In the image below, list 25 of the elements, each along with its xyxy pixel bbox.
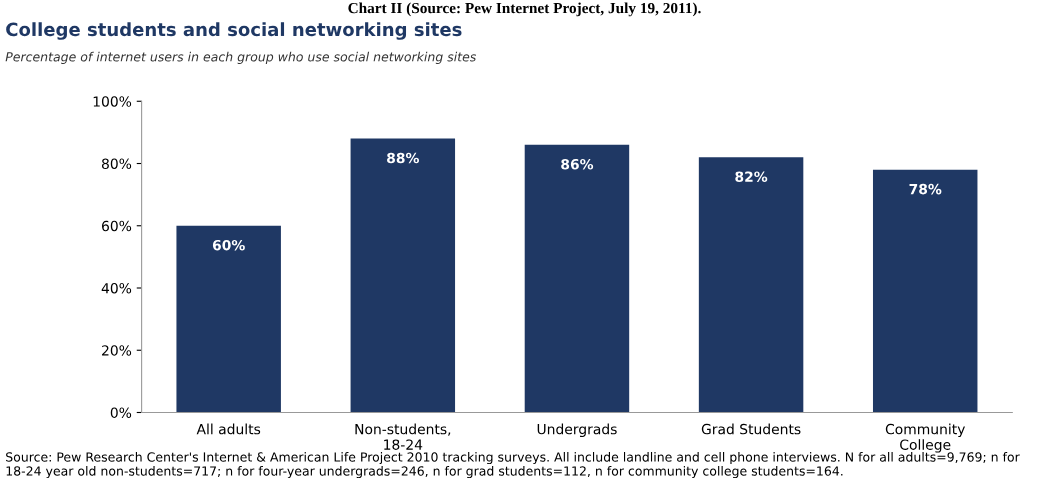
x-tick-label: Grad Students [701,423,801,435]
bar [698,157,804,413]
x-tick-label: Non-students, 18-24 [355,423,451,450]
data-label: 82% [735,171,768,182]
y-tick-label: 60% [101,220,132,232]
x-tick-label: Undergrads [537,423,617,438]
y-tick-label: 80% [101,158,132,169]
y-tick-label: 100% [93,96,132,107]
bar [176,225,281,413]
data-label: 86% [561,158,594,170]
bar [350,138,456,413]
chart-subtitle: Percentage of internet users in each group who use social networking sites [5,51,477,64]
data-label: 88% [387,152,419,164]
x-tick-label: All adults [196,423,261,435]
bar [872,169,978,413]
y-tick-label: 40% [101,282,132,294]
chart-title: College students and social networking sites [6,22,462,40]
x-tick-label: Community College [885,423,965,453]
text: Chart II (Source: Pew Internet Project, July 19, 2011). [348,2,701,17]
data-label: 60% [212,239,245,251]
data-label: 78% [909,183,942,195]
y-tick-label: 0% [110,407,132,418]
bar [524,144,630,413]
source-note: Source: Pew Research Center's Internet & American Life Project 2010 tracking surveys. All include landline and cell phone interviews. N for all adults=9,769; n for 18-24 year old non-students=717; n for four-year undergrads=246, n for grad students=112, n for community college students=164. [6,452,1020,479]
y-tick-label: 20% [102,345,132,356]
